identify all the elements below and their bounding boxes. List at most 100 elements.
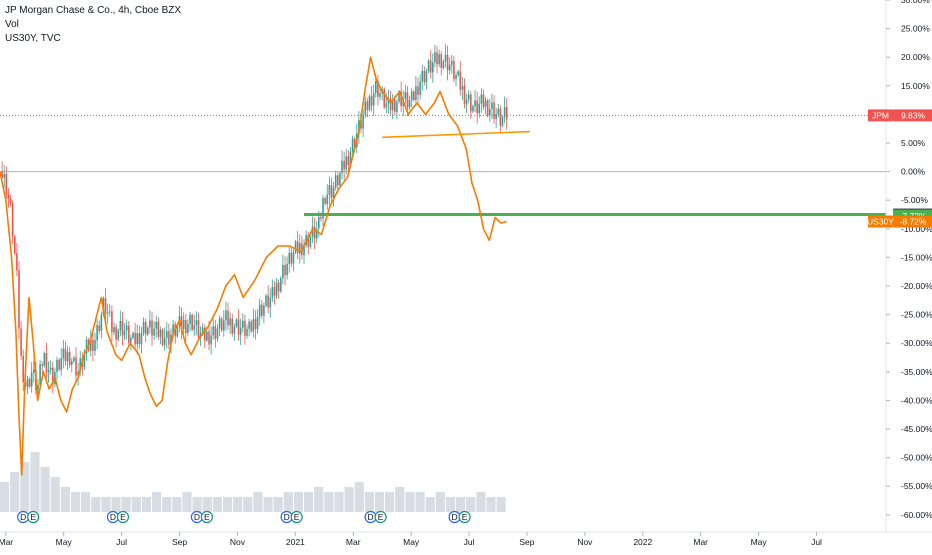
jpm-candle-body: [461, 85, 464, 90]
jpm-candle-body: [417, 86, 419, 95]
jpm-candle-body: [410, 91, 413, 101]
jpm-candle-body: [298, 243, 301, 254]
volume-bar: [60, 487, 70, 512]
jpm-candle-body: [336, 175, 339, 186]
jpm-candle-body: [172, 324, 174, 335]
jpm-candle-body: [472, 106, 474, 112]
jpm-candle-body: [444, 54, 447, 62]
jpm-candle-body: [79, 358, 82, 372]
jpm-candle-body: [267, 295, 269, 308]
jpm-candle-body: [89, 339, 92, 351]
jpm-candle-body: [127, 325, 130, 343]
jpm-candle-body: [315, 228, 318, 239]
jpm-candle-body: [258, 304, 261, 317]
jpm-candle-body: [239, 327, 242, 335]
jpm-candle-body: [123, 330, 126, 336]
jpm-candle-body: [296, 241, 299, 254]
jpm-candle-body: [220, 318, 223, 331]
jpm-candle-body: [489, 109, 491, 116]
jpm-candle-body: [501, 116, 504, 126]
jpm-candle-body: [364, 101, 367, 115]
volume-bar: [50, 477, 60, 512]
jpm-candle-body: [362, 114, 364, 129]
jpm-candle-body: [465, 99, 468, 104]
volume-bar: [364, 492, 374, 512]
jpm-candle-body: [39, 364, 41, 385]
jpm-candle-body: [311, 226, 314, 237]
jpm-candle-body: [353, 138, 356, 148]
event-marker-label: E: [378, 512, 384, 522]
volume-bar: [121, 497, 131, 512]
jpm-last-value-tag: [868, 109, 893, 122]
x-tick-label: Sep: [519, 537, 534, 547]
jpm-candle-body: [290, 252, 293, 264]
jpm-candle-body: [345, 156, 348, 170]
jpm-candle-body: [108, 311, 111, 313]
jpm-candle-body: [269, 297, 272, 308]
jpm-candle-body: [22, 355, 25, 383]
volume-bar: [182, 492, 192, 512]
y-tick-label: 5.00%: [901, 138, 926, 148]
jpm-candle-body: [218, 318, 221, 329]
legend-compare[interactable]: US30Y, TVC: [5, 33, 61, 44]
volume-bar: [304, 492, 314, 512]
volume-bar: [20, 462, 30, 512]
jpm-candle-body: [320, 217, 322, 219]
event-marker-label: D: [110, 512, 116, 522]
jpm-candle-body: [77, 371, 79, 376]
volume-bar: [344, 487, 354, 512]
jpm-candle-body: [398, 91, 400, 102]
jpm-candle-body: [248, 321, 250, 329]
trend-lines: [382, 130, 530, 139]
legend-volume[interactable]: Vol: [5, 19, 19, 30]
jpm-candle-body: [144, 321, 147, 335]
jpm-candle-body: [505, 107, 508, 120]
jpm-candle-body: [100, 314, 103, 331]
jpm-candle-body: [436, 52, 438, 65]
jpm-candle-body: [349, 151, 352, 166]
jpm-candle-body: [231, 318, 234, 334]
jpm-candle-body: [408, 100, 411, 108]
y-tick-label: -10.00%: [901, 224, 932, 234]
volume-bar: [131, 497, 141, 512]
jpm-candle-body: [201, 327, 204, 333]
y-tick-label: -45.00%: [901, 424, 932, 434]
jpm-candle-body: [493, 102, 495, 120]
volume-bar: [334, 492, 344, 512]
volume-bar: [162, 497, 172, 512]
jpm-candle-body: [125, 325, 128, 331]
jpm-candle-body: [425, 71, 428, 83]
legend-symbol[interactable]: JP Morgan Chase & Co., 4h, Cboe BZX: [5, 5, 182, 16]
jpm-candle-body: [136, 333, 139, 345]
volume-bar: [476, 492, 486, 512]
jpm-candle-body: [288, 252, 291, 264]
jpm-candle-body: [18, 270, 20, 329]
jpm-candle-body: [463, 85, 466, 104]
jpm-candle-body: [332, 187, 335, 198]
jpm-candle-body: [155, 321, 158, 329]
jpm-candle-body: [191, 314, 193, 330]
jpm-candle-body: [11, 203, 14, 237]
volume-bar: [293, 492, 304, 512]
jpm-candle-body: [92, 339, 94, 352]
volume-bar: [81, 492, 91, 512]
jpm-candle-body: [339, 173, 341, 186]
jpm-candle-body: [45, 353, 48, 373]
jpm-candle-body: [7, 194, 10, 199]
jpm-candle-body: [446, 54, 449, 71]
event-marker-label: D: [20, 512, 26, 522]
jpm-candle-body: [453, 60, 455, 80]
jpm-candle-body: [324, 197, 326, 204]
volume-bar: [70, 492, 81, 512]
jpm-candle-body: [495, 113, 497, 120]
volume-bar: [91, 497, 101, 512]
jpm-candle-body: [121, 320, 124, 336]
jpm-candle-body: [271, 287, 274, 298]
volume-bar: [111, 497, 121, 512]
jpm-candle-body: [195, 320, 198, 325]
jpm-candle-body: [153, 328, 155, 336]
jpm-candle-body: [476, 100, 478, 114]
